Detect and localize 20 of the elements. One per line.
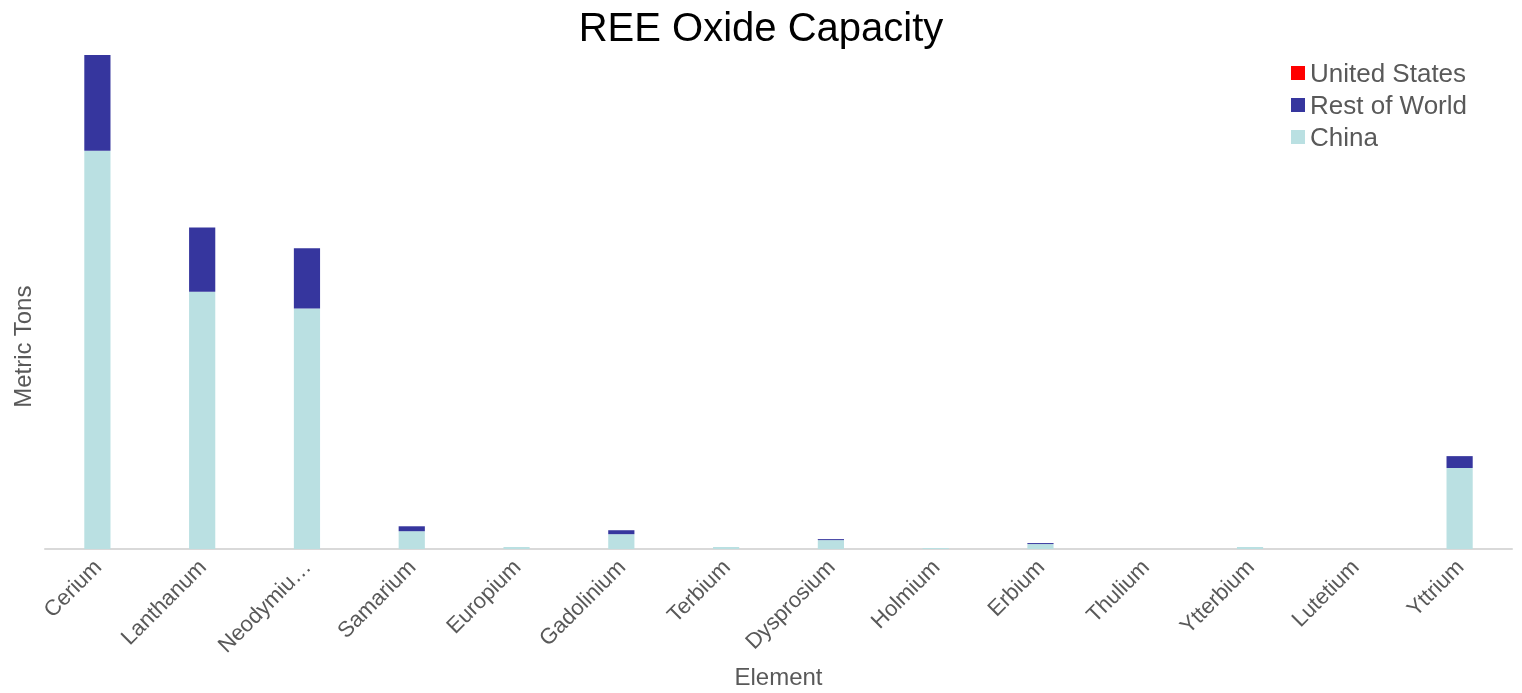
bar	[608, 534, 635, 549]
y-axis-title: Metric Tons	[8, 285, 36, 408]
chart-title: REE Oxide Capacity	[578, 5, 944, 49]
bar	[84, 150, 111, 549]
bar	[1446, 467, 1473, 549]
bar	[398, 531, 425, 549]
legend-label: Rest of World	[1309, 90, 1467, 120]
bar	[84, 55, 111, 151]
bar	[293, 308, 321, 549]
bar	[189, 291, 216, 549]
bar	[608, 530, 635, 535]
bar	[1446, 456, 1473, 468]
legend-label: United States	[1309, 58, 1467, 88]
bar	[189, 227, 216, 292]
legend-label: China	[1309, 122, 1379, 152]
bar	[293, 248, 321, 309]
bar	[398, 526, 425, 532]
bar	[817, 540, 844, 549]
x-axis-title: Element	[734, 662, 823, 690]
bar	[1027, 544, 1054, 549]
